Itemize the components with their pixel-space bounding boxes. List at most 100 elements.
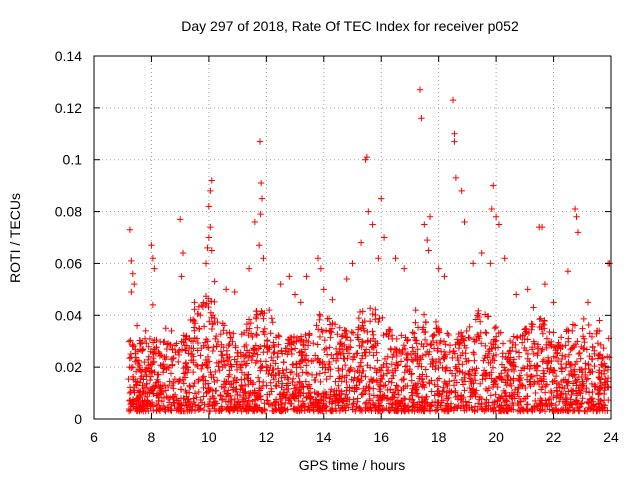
data-point-cloud	[238, 376, 245, 383]
data-point-cloud	[411, 408, 418, 415]
data-point	[357, 239, 365, 246]
data-point-cloud	[534, 343, 541, 351]
data-point-cloud	[193, 394, 200, 401]
data-point-cloud	[240, 358, 248, 365]
data-point	[378, 195, 385, 202]
data-point-cloud	[489, 364, 497, 371]
data-point-cloud	[332, 407, 340, 414]
data-point-cloud	[519, 382, 526, 390]
data-point-cloud	[584, 375, 592, 382]
data-point-cloud	[443, 395, 451, 402]
data-point-cloud	[496, 402, 504, 409]
data-point-cloud	[307, 395, 315, 403]
data-point-cloud	[585, 321, 592, 329]
data-point-cloud	[197, 352, 204, 359]
data-point-cloud	[502, 389, 509, 396]
data-point-cloud	[477, 329, 484, 337]
data-points-layer	[125, 86, 613, 415]
data-point-cloud	[177, 407, 185, 415]
data-point-cloud	[226, 371, 233, 379]
data-point-cloud	[420, 311, 428, 318]
data-point-cloud	[390, 350, 397, 358]
data-point-cloud	[143, 380, 151, 387]
data-point-cloud	[581, 345, 588, 352]
data-point-cloud	[468, 380, 475, 388]
data-point-cloud	[129, 373, 137, 381]
data-point-cloud	[452, 372, 459, 380]
data-point-cloud	[398, 407, 406, 415]
data-point	[162, 325, 170, 332]
data-point-cloud	[524, 336, 531, 343]
data-point-cloud	[208, 314, 215, 321]
data-point-cloud	[510, 356, 518, 363]
data-point-cloud	[277, 396, 284, 404]
data-point-cloud	[543, 381, 551, 388]
data-point-cloud	[299, 403, 306, 410]
data-point-cloud	[311, 376, 318, 384]
data-point-cloud	[265, 400, 272, 408]
data-point-cloud	[470, 385, 477, 393]
data-point-cloud	[247, 319, 255, 327]
x-tick-label: 18	[431, 429, 447, 445]
data-point-cloud	[351, 368, 359, 375]
data-point-cloud	[219, 320, 226, 327]
data-point-cloud	[521, 365, 528, 372]
data-point-cloud	[565, 335, 572, 342]
data-point-cloud	[445, 331, 452, 339]
data-point-cloud	[161, 364, 168, 371]
data-point-cloud	[133, 357, 141, 364]
data-point-cloud	[130, 403, 137, 411]
data-point-cloud	[450, 347, 458, 355]
data-point	[320, 286, 327, 293]
data-point-cloud	[408, 370, 415, 377]
data-point-cloud	[519, 364, 527, 372]
data-point-cloud	[149, 390, 157, 397]
data-point	[490, 182, 497, 189]
data-point-cloud	[228, 363, 235, 370]
data-point-cloud	[208, 374, 215, 381]
data-point-cloud	[261, 399, 268, 407]
data-point-cloud	[391, 365, 399, 372]
data-point-cloud	[268, 385, 275, 392]
data-point-cloud	[487, 359, 494, 367]
data-point-cloud	[355, 314, 363, 322]
data-point-cloud	[164, 404, 171, 411]
data-point-cloud	[256, 387, 264, 394]
data-point-cloud	[375, 397, 382, 405]
data-point-cloud	[466, 323, 473, 331]
data-point-cloud	[239, 402, 246, 410]
data-point-cloud	[266, 391, 273, 398]
data-point	[349, 260, 356, 267]
data-point-cloud	[577, 355, 584, 362]
data-point-cloud	[538, 377, 545, 384]
data-point-cloud	[289, 361, 296, 369]
data-point	[126, 226, 134, 233]
data-point-cloud	[480, 357, 487, 364]
data-point-cloud	[383, 363, 391, 371]
data-point-cloud	[336, 324, 343, 331]
data-point-cloud	[476, 318, 484, 325]
data-point	[204, 244, 211, 252]
data-point	[128, 257, 135, 265]
data-point-cloud	[506, 347, 514, 354]
data-point-cloud	[195, 388, 202, 396]
data-point-cloud	[326, 344, 333, 351]
data-point-cloud	[356, 308, 364, 316]
data-point-cloud	[602, 375, 609, 382]
data-point-cloud	[483, 396, 490, 403]
chart-title: Day 297 of 2018, Rate Of TEC Index for r…	[181, 18, 519, 34]
data-point-cloud	[563, 394, 571, 402]
data-point-cloud	[288, 346, 295, 353]
data-point-cloud	[541, 317, 548, 324]
data-point-cloud	[323, 391, 330, 398]
data-point-cloud	[178, 346, 186, 353]
data-point	[369, 221, 376, 228]
data-point-cloud	[455, 361, 463, 368]
data-point-cloud	[520, 395, 528, 403]
data-point-cloud	[335, 382, 342, 389]
data-point-cloud	[405, 407, 413, 415]
data-point-cloud	[191, 306, 198, 313]
data-point-cloud	[339, 366, 346, 373]
data-point-cloud	[272, 396, 280, 403]
data-point-cloud	[280, 359, 287, 366]
